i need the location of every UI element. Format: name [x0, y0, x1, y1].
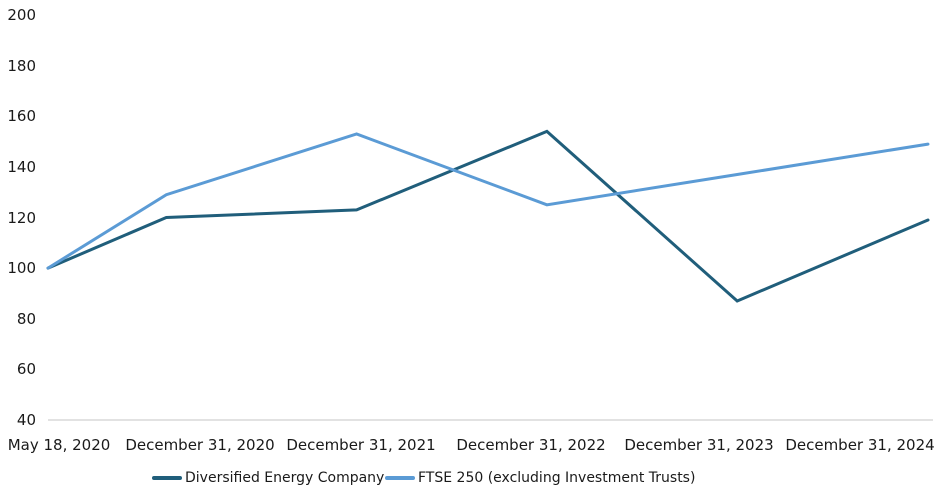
legend-item-diversified-energy: Diversified Energy Company [152, 469, 384, 487]
y-tick-label: 40 [16, 411, 36, 429]
y-tick-label: 180 [7, 56, 36, 75]
x-tick-label: December 31, 2021 [286, 436, 436, 454]
x-tick-label: December 31, 2020 [125, 436, 275, 454]
legend-line-swatch-light-icon [385, 476, 415, 480]
series-line-1 [46, 132, 930, 270]
y-tick-label: 140 [7, 157, 36, 176]
y-tick-label: 80 [16, 309, 36, 328]
y-tick-label: 200 [7, 6, 36, 24]
y-tick-label: 100 [7, 259, 36, 278]
y-tick-label: 60 [16, 360, 36, 379]
x-tick-label: December 31, 2023 [624, 436, 774, 454]
x-tick-label: December 31, 2022 [456, 436, 606, 454]
y-tick-label: 120 [7, 208, 36, 227]
legend-label-diversified-energy: Diversified Energy Company [185, 470, 385, 486]
series-line-0 [46, 129, 930, 303]
legend-line-swatch-dark-icon [152, 476, 182, 480]
x-tick-label: December 31, 2024 [785, 436, 935, 454]
legend-label-ftse-250: FTSE 250 (excluding Investment Trusts) [418, 470, 696, 486]
y-tick-label: 160 [7, 107, 36, 126]
legend-item-ftse-250: FTSE 250 (excluding Investment Trusts) [385, 469, 695, 487]
x-tick-label: May 18, 2020 [7, 436, 111, 454]
